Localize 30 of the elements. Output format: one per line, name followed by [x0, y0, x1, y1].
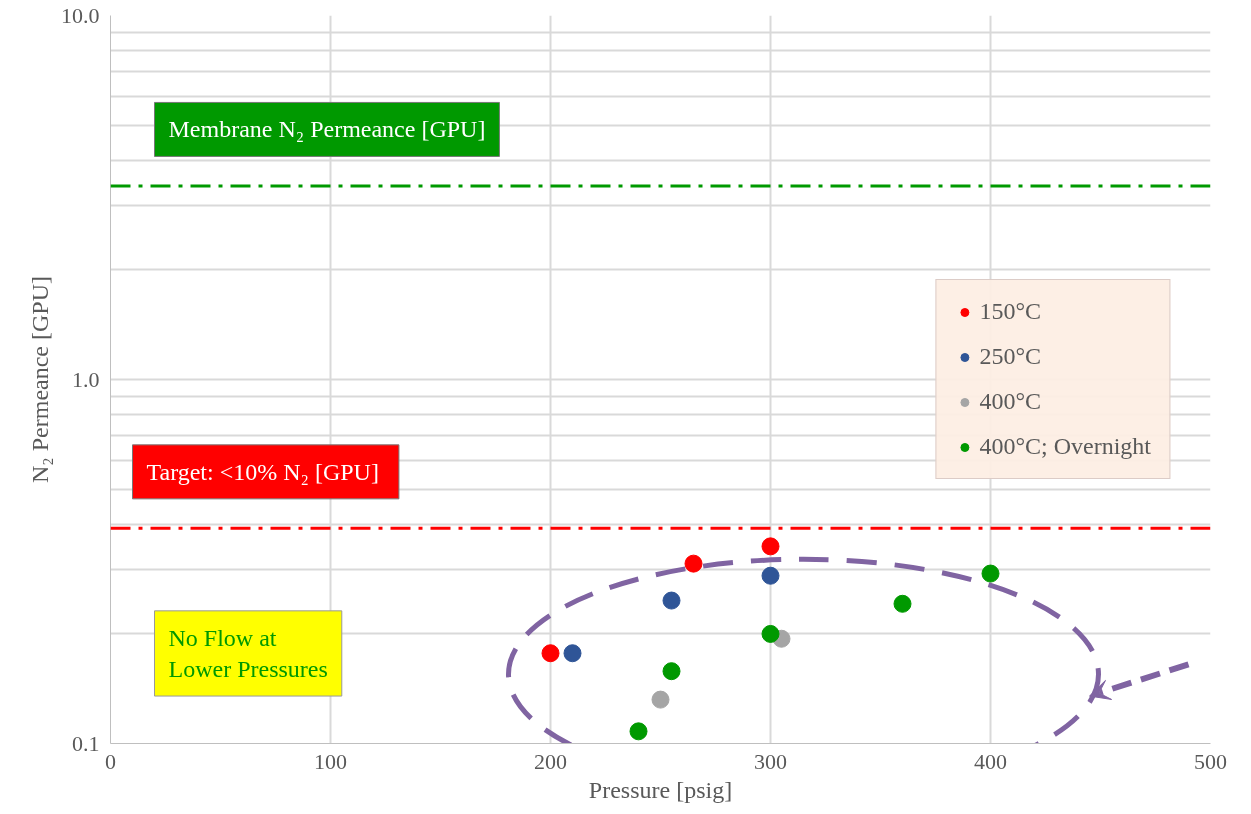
ref-line-label: Membrane N₂ Permeance [GPU]	[168, 116, 486, 143]
legend-label: 400°C	[979, 388, 1042, 415]
point	[684, 554, 703, 573]
point	[629, 722, 648, 741]
legend-label: 250°C	[979, 343, 1042, 370]
x-tick-label: 400	[974, 748, 1007, 774]
point	[893, 594, 912, 613]
legend-label: 150°C	[979, 298, 1042, 325]
point	[563, 644, 582, 663]
point	[761, 537, 780, 556]
point	[541, 644, 560, 663]
point	[651, 690, 670, 709]
x-tick-label: 200	[534, 748, 567, 774]
point	[662, 662, 681, 681]
x-tick-label: 500	[1194, 748, 1227, 774]
x-tick-label: 300	[754, 748, 787, 774]
point	[662, 591, 681, 610]
annotation: No Flow at Lower Pressures	[168, 624, 328, 683]
legend-label: 400°C; Overnight	[979, 433, 1151, 460]
point	[981, 564, 1000, 583]
point	[761, 624, 780, 643]
x-tick-label: 100	[314, 748, 347, 774]
y-tick-label: 0.1	[72, 730, 100, 756]
y-axis-title: N₂ Permeance [GPU]	[27, 276, 53, 483]
point	[761, 566, 780, 585]
x-tick-label: 0	[105, 748, 116, 774]
y-tick-label: 10.0	[61, 2, 100, 28]
y-tick-label: 1.0	[72, 366, 100, 392]
x-axis-title: Pressure [psig]	[588, 776, 733, 803]
ref-line-label: Target: <10% N₂ [GPU]	[146, 458, 379, 485]
